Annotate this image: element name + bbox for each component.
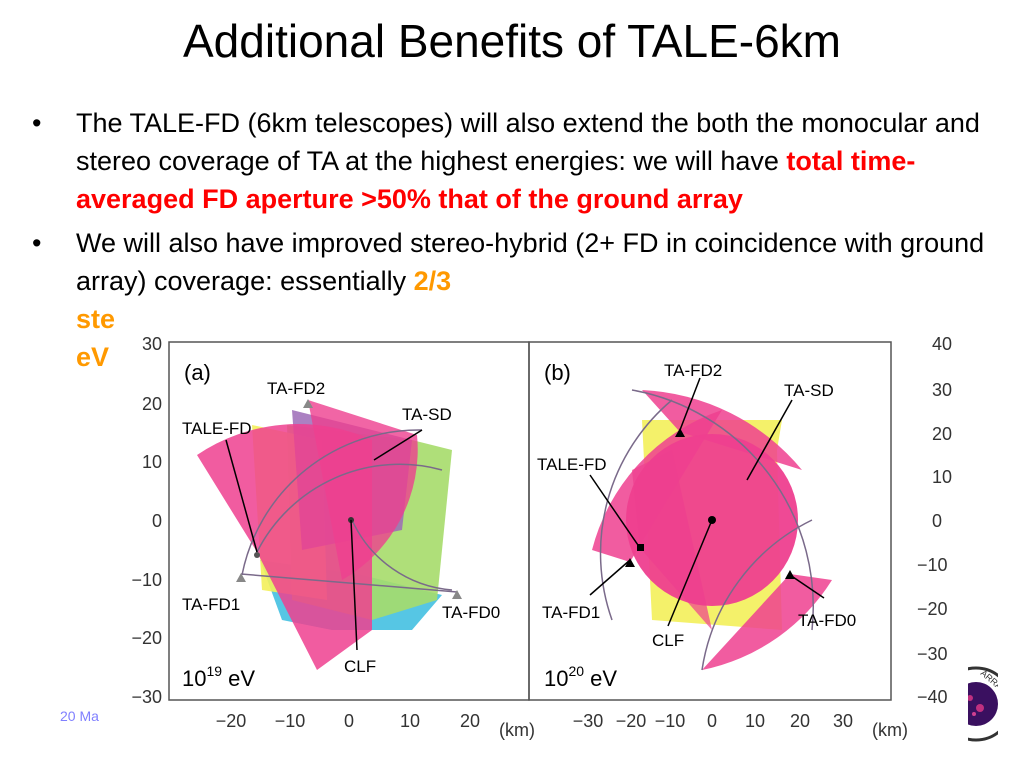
tick-label: −10 bbox=[131, 570, 162, 590]
x-unit-label: (km) bbox=[872, 720, 908, 740]
panel-b-frame bbox=[528, 341, 892, 701]
bullet-dot: • bbox=[32, 108, 42, 138]
energy-label: 1019 eV bbox=[182, 663, 255, 691]
bullet-list: • The TALE-FD (6km telescopes) will also… bbox=[28, 104, 998, 382]
bullet-highlight: total time-averaged FD aperture >50% tha… bbox=[76, 146, 916, 214]
panel-b-xticks: −30 −20 −10 0 10 20 30 (km) bbox=[573, 711, 908, 740]
tick-label: 20 bbox=[460, 711, 480, 731]
marker-fd2 bbox=[675, 428, 685, 437]
marker-fd1 bbox=[236, 573, 246, 582]
tick-label: 10 bbox=[142, 452, 162, 472]
site-label-fd1: TA-FD1 bbox=[182, 595, 240, 614]
site-label-tale: TALE-FD bbox=[182, 419, 252, 438]
site-label-fd0: TA-FD0 bbox=[442, 603, 500, 622]
panel-label: (b) bbox=[544, 360, 571, 385]
panel-a-xticks: −20 −10 0 10 20 (km) bbox=[216, 711, 535, 740]
site-label-fd2: TA-FD2 bbox=[664, 361, 722, 380]
marker-tale bbox=[254, 552, 260, 558]
site-label-sd: TA-SD bbox=[402, 405, 452, 424]
site-label-clf: CLF bbox=[344, 657, 376, 676]
tick-label: 0 bbox=[152, 511, 162, 531]
tick-label: 0 bbox=[344, 711, 354, 731]
tick-label: 20 bbox=[932, 424, 952, 444]
tick-label: 0 bbox=[932, 511, 942, 531]
bullet-item: • The TALE-FD (6km telescopes) will also… bbox=[28, 104, 998, 218]
tick-label: 20 bbox=[142, 394, 162, 414]
energy-label: 1020 eV bbox=[544, 663, 617, 691]
site-label-tale: TALE-FD bbox=[537, 455, 607, 474]
region-tale-fan bbox=[632, 450, 712, 630]
site-label-fd1: TA-FD1 bbox=[542, 603, 600, 622]
panel-a bbox=[197, 399, 462, 670]
tick-label: 20 bbox=[790, 711, 810, 731]
site-label-clf: CLF bbox=[652, 631, 684, 650]
bullet-continuation: ste bbox=[76, 304, 116, 334]
footer-date: 20 Ma bbox=[60, 708, 99, 724]
tick-label: −10 bbox=[917, 555, 948, 575]
bullet-highlight: 2/3 bbox=[413, 266, 452, 296]
tick-label: −20 bbox=[917, 599, 948, 619]
tick-label: 10 bbox=[745, 711, 765, 731]
tick-label: −10 bbox=[655, 711, 686, 731]
tick-label: −30 bbox=[917, 644, 948, 664]
panel-a-yticks: 30 20 10 0 −10 −20 −30 bbox=[131, 334, 162, 707]
tick-label: 30 bbox=[833, 711, 853, 731]
slide-title: Additional Benefits of TALE-6km bbox=[183, 15, 841, 67]
bullet-text: We will also have improved stereo-hybrid… bbox=[76, 228, 985, 296]
marker-fd0 bbox=[452, 590, 462, 599]
tick-label: −20 bbox=[616, 711, 647, 731]
tick-label: 30 bbox=[932, 380, 952, 400]
tick-label: 10 bbox=[400, 711, 420, 731]
tick-label: −20 bbox=[131, 628, 162, 648]
aperture-figure: 30 20 10 0 −10 −20 −30 −20 −10 0 10 20 (… bbox=[112, 330, 968, 756]
bullet-item: • We will also have improved stereo-hybr… bbox=[28, 224, 998, 376]
marker-fd2 bbox=[303, 399, 313, 408]
region-fd2-fan bbox=[642, 390, 802, 470]
tick-label: 10 bbox=[932, 467, 952, 487]
tick-label: −10 bbox=[275, 711, 306, 731]
tick-label: −20 bbox=[216, 711, 247, 731]
site-label-fd2: TA-FD2 bbox=[267, 379, 325, 398]
bullet-text: The TALE-FD (6km telescopes) will also e… bbox=[76, 108, 980, 176]
tick-label: 0 bbox=[707, 711, 717, 731]
tick-label: 30 bbox=[142, 334, 162, 354]
bullet-continuation: eV bbox=[76, 342, 110, 372]
tick-label: −30 bbox=[573, 711, 604, 731]
panel-b bbox=[589, 377, 832, 671]
panel-b-yticks: 40 30 20 10 0 −10 −20 −30 −40 bbox=[917, 334, 952, 707]
region-tale-fan bbox=[197, 424, 372, 670]
site-label-sd: TA-SD bbox=[784, 381, 834, 400]
panel-label: (a) bbox=[184, 360, 211, 385]
x-unit-label: (km) bbox=[499, 720, 535, 740]
tick-label: −30 bbox=[131, 687, 162, 707]
tick-label: 40 bbox=[932, 334, 952, 354]
region-fd0-fan bbox=[702, 574, 832, 670]
site-label-fd0: TA-FD0 bbox=[798, 611, 856, 630]
marker-fd1 bbox=[625, 558, 635, 567]
bullet-dot: • bbox=[32, 228, 42, 258]
tick-label: −40 bbox=[917, 687, 948, 707]
